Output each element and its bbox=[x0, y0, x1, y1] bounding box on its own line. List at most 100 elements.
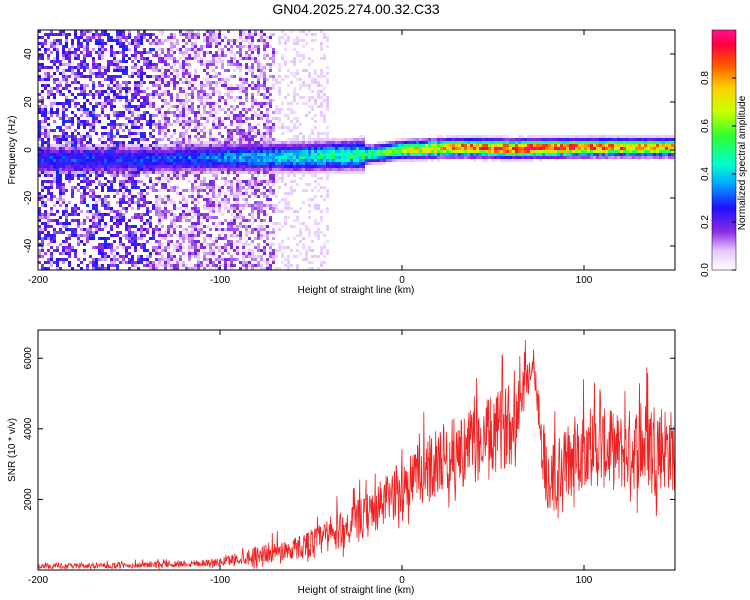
heat-cell bbox=[212, 30, 215, 33]
heat-cell bbox=[209, 210, 212, 213]
heat-cell bbox=[209, 243, 212, 246]
heat-cell bbox=[284, 147, 287, 150]
heat-cell bbox=[173, 51, 176, 54]
heat-cell bbox=[44, 180, 47, 183]
heat-cell bbox=[281, 168, 284, 171]
heat-cell bbox=[284, 171, 287, 174]
heat-cell bbox=[401, 150, 404, 153]
heat-cell bbox=[191, 171, 194, 174]
heat-cell bbox=[194, 204, 197, 207]
heat-cell bbox=[128, 156, 131, 159]
heat-cell bbox=[41, 144, 44, 147]
heat-cell bbox=[287, 171, 290, 174]
heat-cell bbox=[143, 102, 146, 105]
heat-cell bbox=[71, 246, 74, 249]
heat-cell bbox=[203, 237, 206, 240]
heat-cell bbox=[47, 123, 50, 126]
heat-cell bbox=[104, 240, 107, 243]
heat-cell bbox=[194, 255, 197, 258]
heat-cell bbox=[38, 228, 41, 231]
heat-cell bbox=[140, 117, 143, 120]
heat-cell bbox=[182, 234, 185, 237]
heat-cell bbox=[194, 114, 197, 117]
heat-cell bbox=[65, 78, 68, 81]
heat-cell bbox=[422, 138, 425, 141]
heat-cell bbox=[89, 78, 92, 81]
heat-cell bbox=[62, 33, 65, 36]
heat-cell bbox=[176, 261, 179, 264]
heat-cell bbox=[215, 39, 218, 42]
heat-cell bbox=[269, 138, 272, 141]
heat-cell bbox=[212, 210, 215, 213]
heat-cell bbox=[257, 147, 260, 150]
heat-cell bbox=[308, 204, 311, 207]
heat-cell bbox=[110, 129, 113, 132]
heat-cell bbox=[317, 183, 320, 186]
heat-cell bbox=[116, 156, 119, 159]
heat-cell bbox=[185, 174, 188, 177]
heat-cell bbox=[299, 228, 302, 231]
heat-cell bbox=[299, 171, 302, 174]
heat-cell bbox=[257, 204, 260, 207]
heat-cell bbox=[293, 210, 296, 213]
heat-cell bbox=[122, 153, 125, 156]
heat-cell bbox=[446, 150, 449, 153]
heat-cell bbox=[386, 156, 389, 159]
heat-cell bbox=[119, 93, 122, 96]
heat-cell bbox=[146, 75, 149, 78]
heat-cell bbox=[44, 84, 47, 87]
heat-cell bbox=[203, 153, 206, 156]
heat-cell bbox=[89, 126, 92, 129]
heat-cell bbox=[167, 156, 170, 159]
heat-cell bbox=[254, 183, 257, 186]
heat-cell bbox=[89, 72, 92, 75]
heat-cell bbox=[233, 141, 236, 144]
heat-cell bbox=[53, 93, 56, 96]
heat-cell bbox=[437, 141, 440, 144]
heat-cell bbox=[278, 120, 281, 123]
heat-cell bbox=[227, 198, 230, 201]
heat-cell bbox=[131, 66, 134, 69]
heat-cell bbox=[71, 135, 74, 138]
heat-cell bbox=[62, 72, 65, 75]
heat-cell bbox=[260, 36, 263, 39]
heat-cell bbox=[101, 108, 104, 111]
heat-cell bbox=[320, 156, 323, 159]
heat-cell bbox=[218, 60, 221, 63]
heat-cell bbox=[53, 213, 56, 216]
heat-cell bbox=[80, 75, 83, 78]
heat-cell bbox=[113, 78, 116, 81]
heat-cell bbox=[326, 252, 329, 255]
heat-cell bbox=[128, 129, 131, 132]
heat-cell bbox=[152, 171, 155, 174]
heat-cell bbox=[188, 30, 191, 33]
heat-cell bbox=[290, 162, 293, 165]
heat-cell bbox=[110, 171, 113, 174]
heat-cell bbox=[290, 153, 293, 156]
heat-cell bbox=[245, 192, 248, 195]
heat-cell bbox=[53, 180, 56, 183]
heat-cell bbox=[323, 93, 326, 96]
heat-cell bbox=[209, 216, 212, 219]
heat-cell bbox=[188, 237, 191, 240]
heat-cell bbox=[242, 204, 245, 207]
heat-cell bbox=[209, 228, 212, 231]
heat-cell bbox=[338, 150, 341, 153]
heat-cell bbox=[131, 207, 134, 210]
heat-cell bbox=[149, 261, 152, 264]
heat-cell bbox=[134, 171, 137, 174]
heat-cell bbox=[41, 264, 44, 267]
heat-cell bbox=[143, 201, 146, 204]
heat-cell bbox=[266, 42, 269, 45]
heat-cell bbox=[212, 60, 215, 63]
heat-cell bbox=[95, 51, 98, 54]
heat-cell bbox=[113, 60, 116, 63]
heat-cell bbox=[230, 141, 233, 144]
heat-cell bbox=[59, 252, 62, 255]
heat-cell bbox=[296, 138, 299, 141]
heat-cell bbox=[215, 162, 218, 165]
heat-cell bbox=[215, 33, 218, 36]
heat-cell bbox=[86, 177, 89, 180]
heat-cell bbox=[197, 165, 200, 168]
heat-cell bbox=[323, 57, 326, 60]
